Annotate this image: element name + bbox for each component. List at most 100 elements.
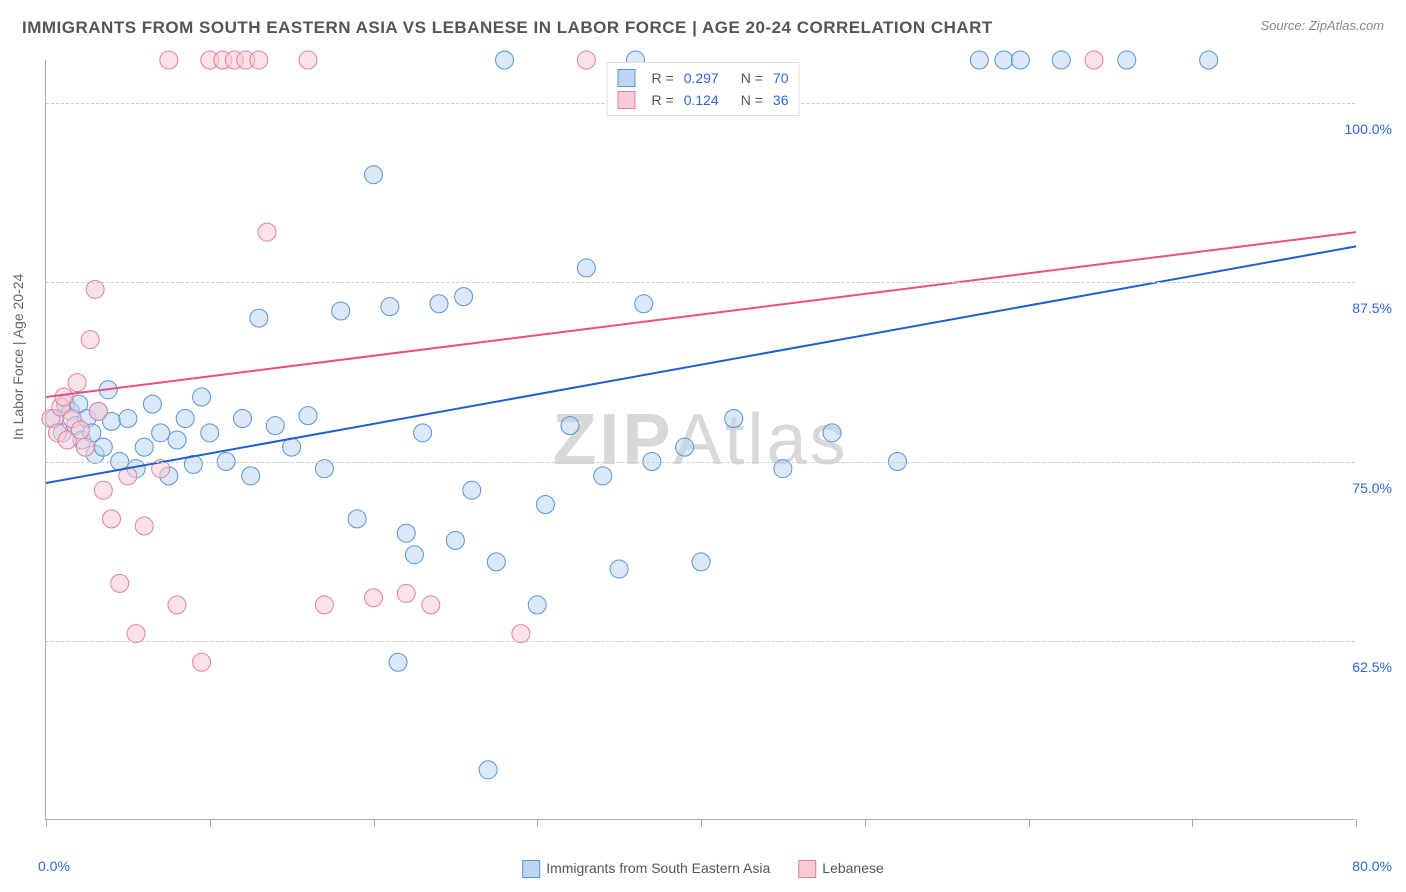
gridline (46, 282, 1355, 283)
chart-svg (46, 60, 1355, 819)
x-tick (537, 819, 538, 827)
scatter-point (299, 407, 317, 425)
scatter-point (725, 409, 743, 427)
gridline (46, 462, 1355, 463)
scatter-point (365, 589, 383, 607)
scatter-point (234, 409, 252, 427)
scatter-point (365, 166, 383, 184)
scatter-point (258, 223, 276, 241)
x-tick (46, 819, 47, 827)
chart-title: IMMIGRANTS FROM SOUTH EASTERN ASIA VS LE… (22, 18, 993, 38)
r-label: R = (652, 92, 674, 108)
scatter-point (111, 574, 129, 592)
scatter-point (1200, 51, 1218, 69)
scatter-point (143, 395, 161, 413)
scatter-point (242, 467, 260, 485)
y-tick-label: 75.0% (1352, 480, 1392, 496)
scatter-point (152, 424, 170, 442)
scatter-point (348, 510, 366, 528)
scatter-point (94, 438, 112, 456)
scatter-point (487, 553, 505, 571)
scatter-point (135, 438, 153, 456)
x-tick (210, 819, 211, 827)
scatter-point (299, 51, 317, 69)
x-tick (701, 819, 702, 827)
scatter-point (577, 259, 595, 277)
r-value: 0.124 (684, 92, 719, 108)
scatter-point (71, 421, 89, 439)
scatter-point (89, 402, 107, 420)
x-axis-min-label: 0.0% (38, 858, 70, 874)
legend-swatch (618, 69, 636, 87)
n-label: N = (741, 70, 763, 86)
scatter-point (528, 596, 546, 614)
y-axis-label: In Labor Force | Age 20-24 (10, 274, 26, 440)
x-tick (1192, 819, 1193, 827)
legend-swatch (798, 860, 816, 878)
r-value: 0.297 (684, 70, 719, 86)
legend-correlation-row: R =0.297N =70 (618, 67, 789, 89)
scatter-point (94, 481, 112, 499)
scatter-point (55, 388, 73, 406)
scatter-point (168, 596, 186, 614)
scatter-point (455, 288, 473, 306)
scatter-point (119, 409, 137, 427)
x-tick (1029, 819, 1030, 827)
scatter-point (479, 761, 497, 779)
legend-item: Immigrants from South Eastern Asia (522, 860, 770, 878)
scatter-point (103, 510, 121, 528)
scatter-point (610, 560, 628, 578)
scatter-point (135, 517, 153, 535)
y-tick-label: 100.0% (1345, 121, 1392, 137)
x-tick (865, 819, 866, 827)
scatter-point (193, 653, 211, 671)
scatter-point (561, 417, 579, 435)
scatter-point (389, 653, 407, 671)
gridline (46, 641, 1355, 642)
scatter-point (315, 596, 333, 614)
scatter-point (250, 309, 268, 327)
scatter-point (463, 481, 481, 499)
scatter-point (676, 438, 694, 456)
scatter-point (1118, 51, 1136, 69)
scatter-point (176, 409, 194, 427)
scatter-point (692, 553, 710, 571)
scatter-point (970, 51, 988, 69)
n-label: N = (741, 92, 763, 108)
scatter-point (81, 331, 99, 349)
scatter-point (332, 302, 350, 320)
scatter-point (397, 524, 415, 542)
scatter-point (168, 431, 186, 449)
scatter-point (635, 295, 653, 313)
scatter-point (76, 438, 94, 456)
scatter-point (1085, 51, 1103, 69)
scatter-point (422, 596, 440, 614)
source-attribution: Source: ZipAtlas.com (1260, 18, 1384, 33)
scatter-point (823, 424, 841, 442)
scatter-point (160, 51, 178, 69)
y-tick-label: 87.5% (1352, 300, 1392, 316)
scatter-point (577, 51, 595, 69)
legend-label: Immigrants from South Eastern Asia (546, 860, 770, 876)
scatter-point (430, 295, 448, 313)
n-value: 36 (773, 92, 789, 108)
scatter-point (1052, 51, 1070, 69)
scatter-point (193, 388, 211, 406)
scatter-point (536, 496, 554, 514)
scatter-point (381, 298, 399, 316)
legend-swatch (522, 860, 540, 878)
scatter-point (446, 531, 464, 549)
legend-correlation-row: R = 0.124 N = 36 (618, 89, 789, 111)
legend-item: Lebanese (798, 860, 884, 878)
legend-series: Immigrants from South Eastern Asia Lebane… (522, 860, 884, 878)
trend-line (46, 232, 1356, 397)
plot-area: ZIPAtlas (45, 60, 1355, 820)
scatter-point (201, 424, 219, 442)
scatter-point (68, 374, 86, 392)
legend-label: Lebanese (822, 860, 884, 876)
scatter-point (496, 51, 514, 69)
x-tick (374, 819, 375, 827)
x-axis-max-label: 80.0% (1352, 858, 1392, 874)
x-tick (1356, 819, 1357, 827)
scatter-point (250, 51, 268, 69)
